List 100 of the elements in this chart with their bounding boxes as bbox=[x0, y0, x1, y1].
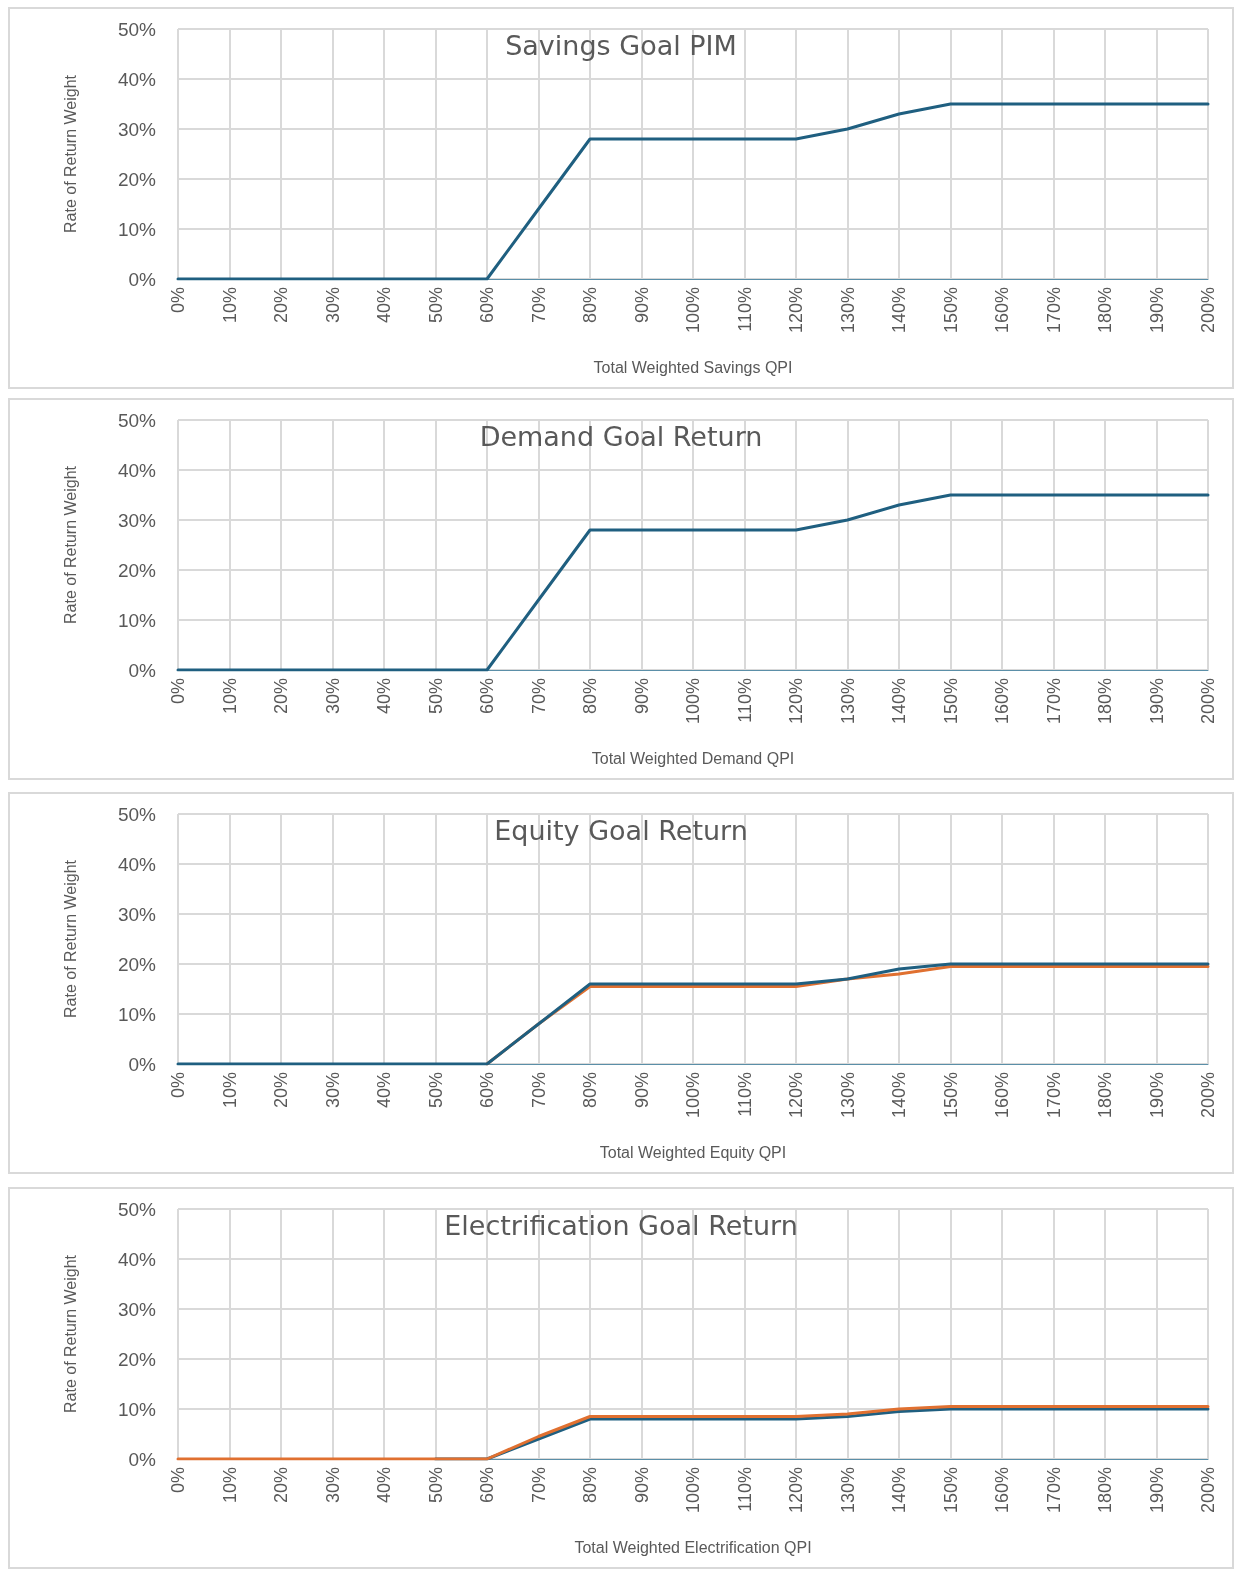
x-tick-label: 140% bbox=[889, 1072, 909, 1119]
x-tick-label: 130% bbox=[837, 287, 858, 334]
x-tick-label: 190% bbox=[1146, 1072, 1167, 1119]
x-tick-label: 150% bbox=[940, 287, 961, 334]
x-tick-label: 20% bbox=[271, 678, 291, 715]
x-tick-label: 160% bbox=[992, 1072, 1012, 1119]
x-tick-label: 20% bbox=[271, 1467, 291, 1504]
x-tick-label: 190% bbox=[1146, 1467, 1167, 1514]
x-tick-label: 130% bbox=[837, 1072, 858, 1119]
x-tick-label: 80% bbox=[580, 1467, 600, 1504]
y-tick-label: 10% bbox=[117, 218, 157, 240]
x-tick-label: 90% bbox=[631, 678, 652, 715]
x-tick-label: 140% bbox=[889, 1467, 909, 1514]
chart-title: Electrification Goal Return bbox=[444, 1210, 798, 1241]
y-tick-label: 50% bbox=[117, 18, 157, 40]
x-tick-label: 0% bbox=[168, 287, 188, 314]
y-tick-label: 30% bbox=[117, 1298, 157, 1320]
x-tick-label: 20% bbox=[271, 1072, 291, 1109]
y-tick-label: 20% bbox=[117, 953, 157, 975]
x-tick-label: 170% bbox=[1043, 287, 1064, 334]
x-tick-label: 60% bbox=[477, 678, 497, 715]
y-axis-title: Rate of Return Weight bbox=[61, 465, 79, 625]
y-tick-label: 50% bbox=[117, 409, 157, 431]
x-tick-label: 120% bbox=[786, 1467, 806, 1514]
y-axis-title: Rate of Return Weight bbox=[61, 1254, 79, 1414]
x-tick-label: 140% bbox=[889, 678, 909, 725]
x-tick-label: 170% bbox=[1043, 1072, 1064, 1119]
x-tick-label: 200% bbox=[1198, 678, 1218, 725]
x-tick-label: 90% bbox=[631, 1467, 652, 1504]
x-axis-title: Total Weighted Demand QPI bbox=[591, 749, 795, 767]
x-tick-label: 110% bbox=[734, 678, 755, 723]
x-tick-label: 170% bbox=[1043, 678, 1064, 725]
x-tick-label: 200% bbox=[1198, 287, 1218, 334]
x-axis-title: Total Weighted Electrification QPI bbox=[574, 1538, 812, 1556]
x-tick-label: 110% bbox=[734, 1467, 755, 1512]
x-tick-label: 130% bbox=[837, 678, 858, 725]
y-tick-label: 40% bbox=[117, 68, 157, 90]
x-tick-label: 100% bbox=[683, 287, 703, 334]
chart-title: Equity Goal Return bbox=[494, 815, 748, 846]
x-tick-label: 180% bbox=[1095, 287, 1115, 334]
x-tick-label: 50% bbox=[425, 1467, 446, 1504]
x-tick-label: 40% bbox=[374, 287, 394, 324]
x-tick-label: 190% bbox=[1146, 287, 1167, 334]
x-tick-label: 180% bbox=[1095, 678, 1115, 725]
y-tick-label: 20% bbox=[117, 559, 157, 581]
x-tick-label: 70% bbox=[528, 1072, 549, 1109]
y-tick-label: 30% bbox=[117, 903, 157, 925]
x-tick-label: 30% bbox=[322, 1467, 343, 1504]
x-tick-label: 120% bbox=[786, 678, 806, 725]
y-tick-label: 20% bbox=[117, 168, 157, 190]
y-tick-label: 0% bbox=[128, 1053, 157, 1075]
y-tick-label: 10% bbox=[117, 609, 157, 631]
x-tick-label: 100% bbox=[683, 1467, 703, 1514]
y-tick-label: 50% bbox=[117, 803, 157, 825]
x-tick-label: 140% bbox=[889, 287, 909, 334]
x-tick-label: 60% bbox=[477, 1072, 497, 1109]
x-tick-label: 40% bbox=[374, 678, 394, 715]
y-tick-label: 30% bbox=[117, 509, 157, 531]
x-axis-title: Total Weighted Equity QPI bbox=[599, 1143, 787, 1161]
chart-title: Demand Goal Return bbox=[479, 421, 763, 452]
y-tick-label: 30% bbox=[117, 118, 157, 140]
x-tick-label: 160% bbox=[992, 287, 1012, 334]
y-tick-label: 10% bbox=[117, 1003, 157, 1025]
x-tick-label: 10% bbox=[219, 1072, 240, 1109]
x-tick-label: 190% bbox=[1146, 678, 1167, 725]
x-tick-label: 70% bbox=[528, 678, 549, 715]
x-tick-label: 160% bbox=[992, 1467, 1012, 1514]
x-tick-label: 150% bbox=[940, 1467, 961, 1514]
x-tick-label: 180% bbox=[1095, 1072, 1115, 1119]
y-tick-label: 40% bbox=[117, 459, 157, 481]
x-tick-label: 130% bbox=[837, 1467, 858, 1514]
x-tick-label: 110% bbox=[734, 1072, 755, 1117]
x-tick-label: 100% bbox=[683, 678, 703, 725]
x-tick-label: 200% bbox=[1198, 1467, 1218, 1514]
y-tick-label: 50% bbox=[117, 1198, 157, 1220]
x-tick-label: 60% bbox=[477, 287, 497, 324]
y-tick-label: 10% bbox=[117, 1398, 157, 1420]
x-tick-label: 160% bbox=[992, 678, 1012, 725]
x-tick-label: 40% bbox=[374, 1467, 394, 1504]
x-tick-label: 120% bbox=[786, 1072, 806, 1119]
x-tick-label: 0% bbox=[168, 678, 188, 705]
x-tick-label: 10% bbox=[219, 678, 240, 715]
x-tick-label: 20% bbox=[271, 287, 291, 324]
x-tick-label: 180% bbox=[1095, 1467, 1115, 1514]
x-tick-label: 30% bbox=[322, 1072, 343, 1109]
y-tick-label: 0% bbox=[128, 659, 157, 681]
x-tick-label: 10% bbox=[219, 1467, 240, 1504]
y-tick-label: 0% bbox=[128, 268, 157, 290]
x-tick-label: 80% bbox=[580, 1072, 600, 1109]
x-tick-label: 40% bbox=[374, 1072, 394, 1109]
y-tick-label: 20% bbox=[117, 1348, 157, 1370]
x-tick-label: 70% bbox=[528, 1467, 549, 1504]
x-tick-label: 170% bbox=[1043, 1467, 1064, 1514]
x-tick-label: 50% bbox=[425, 287, 446, 324]
x-tick-label: 120% bbox=[786, 287, 806, 334]
x-tick-label: 110% bbox=[734, 287, 755, 332]
x-tick-label: 90% bbox=[631, 287, 652, 324]
x-tick-label: 50% bbox=[425, 1072, 446, 1109]
y-tick-label: 40% bbox=[117, 1248, 157, 1270]
x-tick-label: 30% bbox=[322, 678, 343, 715]
